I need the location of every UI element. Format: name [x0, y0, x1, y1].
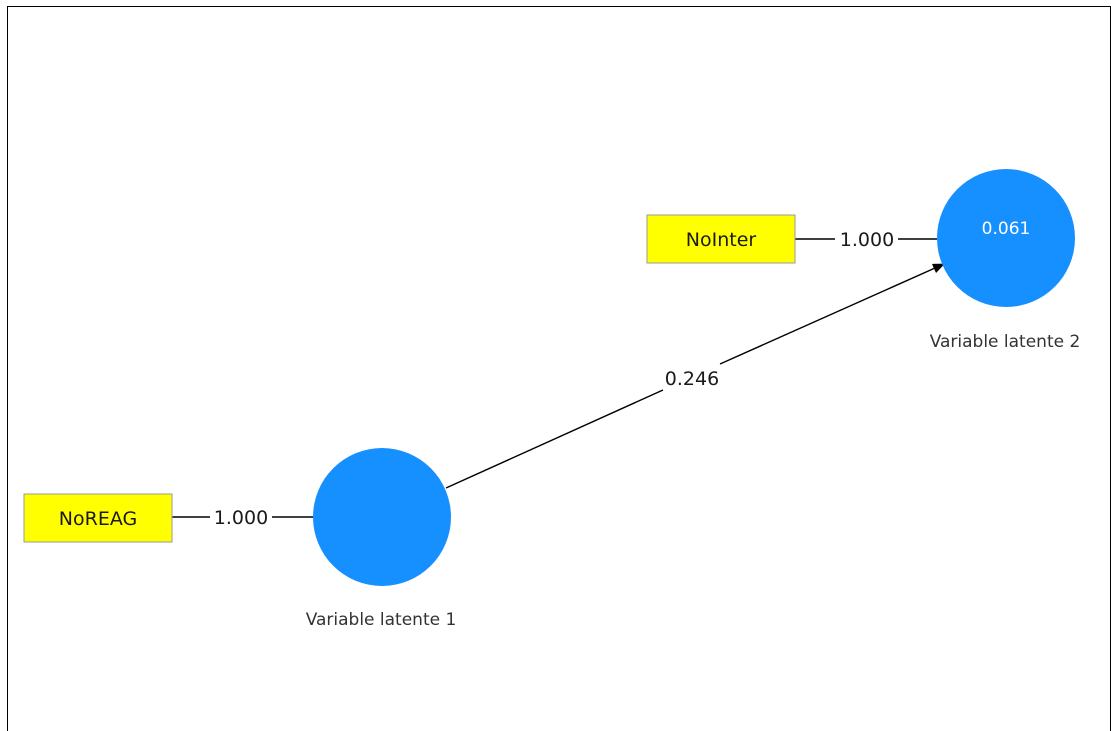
- indicator-noreag[interactable]: NoREAG: [23, 493, 173, 543]
- loading-label-noreag[interactable]: 1.000: [214, 507, 268, 529]
- latent-variable-1[interactable]: Variable latente 1: [306, 448, 457, 630]
- diagram-canvas: [7, 6, 1111, 731]
- indicator-nointer-label: NoInter: [686, 229, 757, 251]
- loading-label-nointer[interactable]: 1.000: [840, 229, 894, 251]
- indicator-noreag-box: [23, 493, 173, 543]
- path-coefficient-label[interactable]: 0.246: [665, 368, 719, 390]
- latent-variable-1-circle: [313, 448, 451, 586]
- latent-variable-2-value: 0.061: [982, 219, 1031, 239]
- indicator-nointer[interactable]: NoInter: [646, 214, 796, 264]
- latent-variable-2-circle: [937, 169, 1075, 307]
- latent-variable-1-label: Variable latente 1: [306, 610, 457, 630]
- indicator-nointer-box: [646, 214, 796, 264]
- path-lv1-lv2-end: [719, 263, 945, 365]
- indicator-noreag-label: NoREAG: [59, 508, 137, 530]
- latent-variable-2-label: Variable latente 2: [930, 332, 1081, 352]
- path-lv1-lv2-start: [445, 389, 664, 489]
- latent-variable-2[interactable]: 0.061 Variable latente 2: [930, 169, 1081, 352]
